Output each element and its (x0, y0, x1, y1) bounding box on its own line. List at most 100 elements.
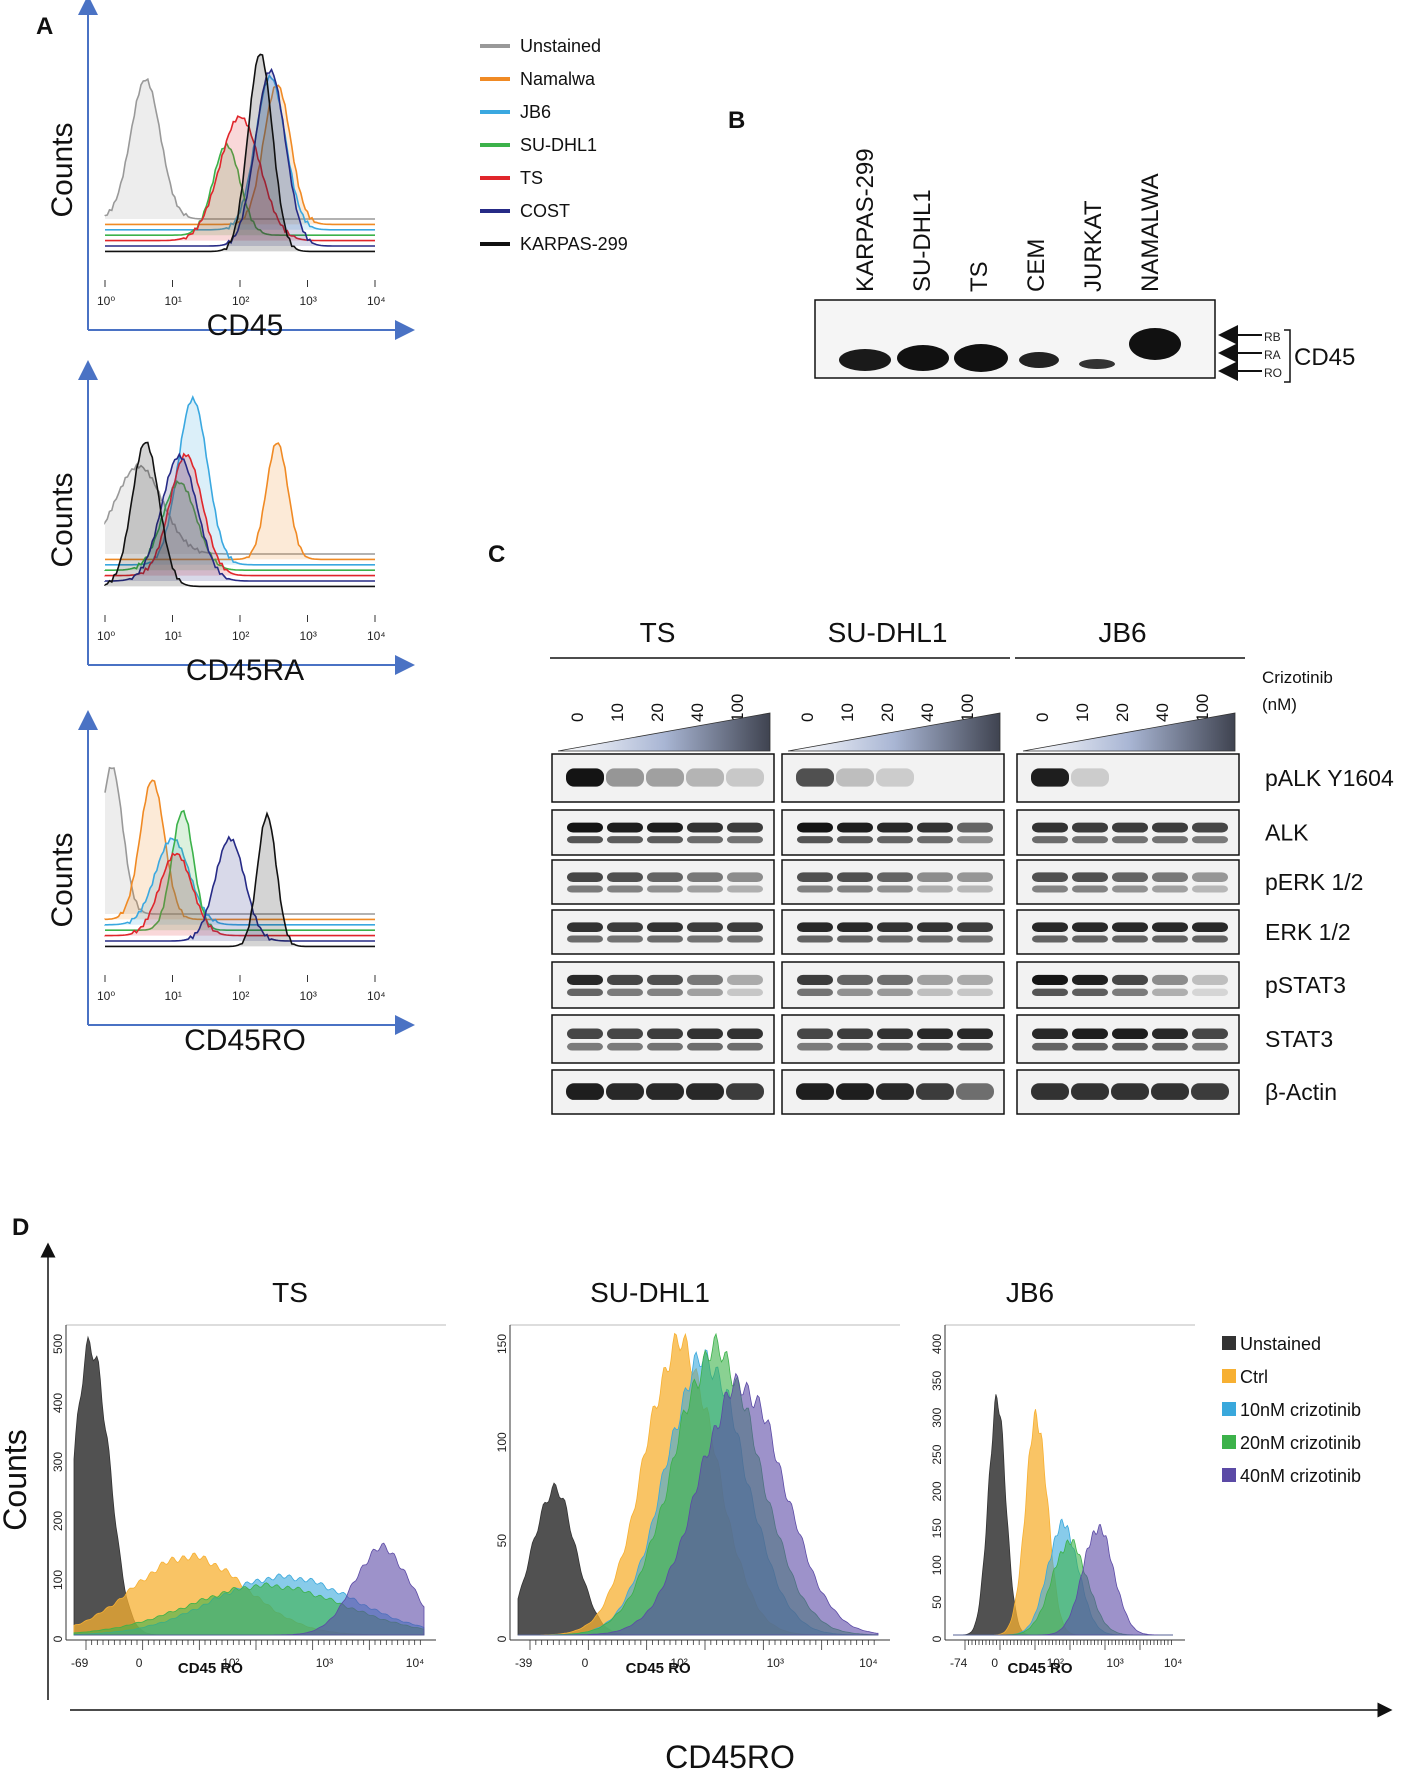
blot-band (1152, 1028, 1188, 1039)
blot-band (837, 822, 873, 833)
blot-band (917, 1028, 953, 1039)
blot-band (917, 974, 953, 985)
blot-band (646, 1083, 684, 1100)
histogram-line-cost (105, 67, 375, 247)
blot-band (877, 1028, 913, 1039)
blot-band (837, 836, 873, 844)
blot-band (1112, 1028, 1148, 1039)
histogram-line-namalwa (104, 779, 375, 921)
small-x-axis-label: CD45 RO (1007, 1660, 1072, 1677)
lane-label-cem: CEM (1023, 239, 1050, 292)
blot-band (607, 922, 643, 932)
x-tick-label: 10⁴ (367, 989, 386, 1003)
legend-swatch-unstained (1222, 1336, 1236, 1350)
blot-band (1112, 885, 1148, 893)
blot-band (1072, 822, 1108, 833)
panel-letter-b: B (728, 107, 745, 134)
blot-band (1192, 935, 1228, 943)
concentration-label: 100 (958, 694, 977, 722)
blot-band (877, 1042, 913, 1051)
unit-label: (nM) (1262, 695, 1297, 714)
x-tick-label: 10² (232, 629, 249, 643)
histogram-line-unstained (104, 77, 375, 220)
blot-band (796, 768, 834, 787)
blot-band (607, 988, 643, 997)
blot-band (567, 922, 603, 932)
concentration-label: 10 (608, 703, 627, 722)
legend-label: Unstained (1240, 1334, 1321, 1354)
histogram-40nm-crizotinib (953, 1524, 1173, 1636)
blot-band (837, 974, 873, 985)
blot-label--actin: β-Actin (1265, 1079, 1337, 1105)
blot-band (567, 885, 603, 893)
blot-band (916, 1083, 954, 1100)
lane-label-su-dhl1: SU-DHL1 (909, 189, 936, 292)
legend-label: TS (520, 168, 543, 188)
blot-band (1192, 1042, 1228, 1051)
blot-band (877, 922, 913, 932)
legend-label: 20nM crizotinib (1240, 1433, 1361, 1453)
blot-band (797, 922, 833, 932)
group-label-su-dhl1: SU-DHL1 (828, 617, 948, 648)
blot-band (1152, 935, 1188, 943)
blot-band (727, 974, 763, 985)
blot-band (567, 1028, 603, 1039)
histogram-line-ts (105, 115, 375, 242)
histogram-fill-namalwa (105, 780, 375, 920)
y-tick-label: 150 (495, 1334, 509, 1354)
blot-band (957, 872, 993, 882)
y-tick-label: 500 (51, 1334, 65, 1354)
blot-band (726, 1083, 764, 1100)
blot-band (837, 1028, 873, 1039)
blot-band (837, 1042, 873, 1051)
blot-band (687, 935, 723, 943)
blot-band (876, 1083, 914, 1100)
histogram-line-su-dhl1 (105, 141, 375, 236)
blot-band (647, 836, 683, 844)
blot-band (877, 988, 913, 997)
histogram-fill-cost (105, 454, 375, 581)
x-tick-label: 10⁰ (97, 989, 115, 1003)
blot-band (957, 885, 993, 893)
x-tick-label: 0 (582, 1656, 589, 1670)
blot-band (837, 872, 873, 882)
blot-band (647, 1042, 683, 1051)
x-tick-label: 10² (670, 1656, 687, 1670)
blot-band (607, 885, 643, 893)
blot-band (1032, 988, 1068, 997)
blot-band (797, 935, 833, 943)
plot-title-ts: TS (272, 1277, 308, 1308)
blot-band (607, 822, 643, 833)
legend-swatch-20nm-crizotinib (1222, 1435, 1236, 1449)
blot-band (1152, 822, 1188, 833)
blot-band (1152, 922, 1188, 932)
blot-band (957, 822, 993, 833)
blot-label-pstat3: pSTAT3 (1265, 972, 1346, 998)
histogram-line-karpas-299 (105, 811, 375, 948)
x-tick-label: 10⁴ (406, 1656, 425, 1670)
blot-band (917, 922, 953, 932)
x-tick-label: 10⁰ (97, 294, 115, 308)
histogram-su-dhl1: SU-DHL1 150 100 50 0 -39 0 10² 10³ 10⁴ CD45 RO (495, 1277, 900, 1677)
concentration-label: 40 (1153, 703, 1172, 722)
blot-band (796, 1083, 834, 1100)
blot-label-erk-1-2: ERK 1/2 (1265, 919, 1351, 945)
blot-band (1112, 922, 1148, 932)
concentration-label: 0 (568, 713, 587, 722)
blot-band (877, 822, 913, 833)
blot-band (1072, 1028, 1108, 1039)
legend-label: Namalwa (520, 69, 596, 89)
legend-label: 10nM crizotinib (1240, 1400, 1361, 1420)
blot-band (727, 872, 763, 882)
blot-band (727, 922, 763, 932)
blot-band (687, 974, 723, 985)
blot-band (1152, 974, 1188, 985)
blot-band (917, 1042, 953, 1051)
blot-band (837, 885, 873, 893)
blot-band (797, 822, 833, 833)
y-tick-label: 0 (51, 1635, 65, 1642)
histogram-fill-unstained (105, 464, 375, 554)
x-tick-label: 10² (232, 294, 249, 308)
blot-band (877, 885, 913, 893)
blot-band (877, 872, 913, 882)
